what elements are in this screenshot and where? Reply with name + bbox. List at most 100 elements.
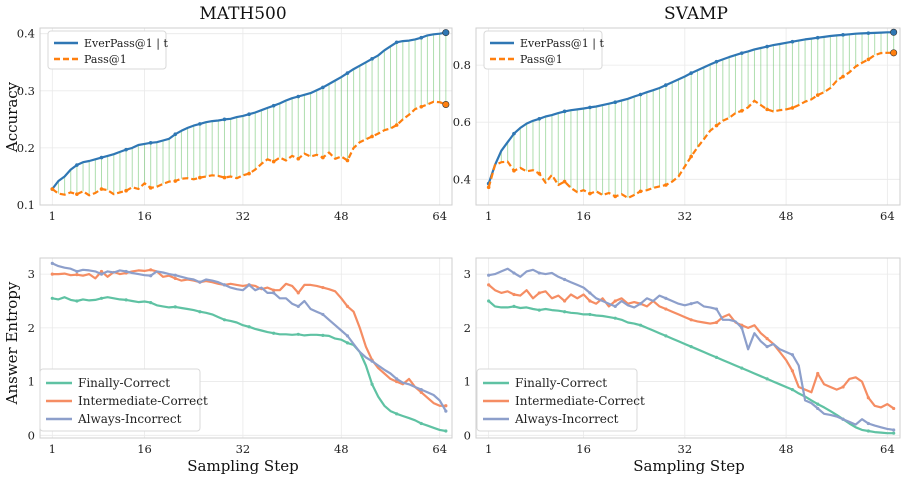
math_acc-x-tick-label: 48 [334, 209, 349, 223]
math_acc-data-point [394, 40, 399, 45]
svamp_ent-data-point [740, 326, 744, 330]
math_ent-y-tick-label: 2 [28, 321, 35, 335]
svamp_ent-data-point [664, 296, 668, 300]
math_acc-data-point [419, 104, 424, 109]
svamp_ent-data-point [613, 304, 617, 308]
math_acc-data-point [321, 85, 325, 90]
math500-entropy-legend: Finally-Correct Intermediate-Correct Alw… [39, 368, 208, 432]
svamp-title: SVAMP [664, 4, 728, 24]
math_ent-data-point [272, 291, 276, 295]
math_acc-data-point [75, 163, 79, 167]
legend-pass1-label: Pass@1 [520, 53, 563, 66]
math_ent-y-tick-label: 0 [28, 428, 35, 442]
math_acc-y-tick-label: 0.4 [17, 27, 35, 41]
svamp_ent-data-point [512, 271, 516, 275]
svamp_ent-data-point [790, 369, 795, 373]
svamp_acc-data-point [841, 74, 845, 79]
math_ent-data-point [370, 382, 374, 386]
svamp_ent-data-point [664, 307, 668, 311]
svamp_acc-data-point [790, 106, 795, 110]
svamp_ent-axes-frame [475, 257, 901, 439]
svamp_ent-data-point [537, 291, 541, 295]
math_ent-data-point [419, 390, 423, 394]
svamp_ent-data-point [487, 273, 491, 277]
math_acc-x-tick-label: 16 [137, 209, 152, 223]
legend-box [39, 368, 201, 432]
svamp_acc-data-point [562, 109, 567, 114]
legend-everpass-label: EverPass@1 | t [84, 37, 168, 51]
svamp_ent-data-point [613, 316, 617, 320]
svamp_ent-data-point [866, 421, 870, 426]
math_ent-x-tick-label: 32 [236, 442, 251, 456]
svamp_ent-data-point [866, 429, 870, 433]
svamp_ent-data-point [841, 417, 845, 421]
math_acc-data-point [124, 188, 128, 193]
svamp_acc-series-pass-1 [487, 51, 894, 199]
svamp_ent-x-tick-label: 32 [678, 442, 693, 456]
svamp_ent-data-point [714, 307, 719, 311]
svamp_ent-data-point [638, 323, 643, 327]
math_ent-data-point [345, 304, 350, 308]
math_ent-data-point [50, 261, 54, 265]
svamp_acc-data-point [512, 131, 516, 136]
svamp_ent-data-point [816, 371, 820, 376]
math500-entropy-panel: Answer Entropy Sampling Step 1 16 32 48 6401… [3, 257, 453, 475]
svamp_acc-data-point [664, 83, 668, 87]
math_acc-data-point [442, 101, 450, 109]
math_ent-data-point [75, 269, 79, 274]
math_ent-x-tick-label: 48 [334, 442, 349, 456]
math_ent-data-point [50, 296, 54, 300]
svamp_acc-data-point [714, 123, 719, 128]
legend-finally-correct-label: Finally-Correct [78, 376, 170, 390]
svamp_acc-data-point [815, 93, 820, 97]
math_acc-data-point [345, 158, 350, 163]
math_ent-data-point [345, 341, 350, 345]
svamp_acc-x-tick-label: 48 [779, 209, 794, 223]
math_ent-data-point [419, 421, 423, 426]
math_acc-data-point [247, 171, 251, 176]
math_acc-data-point [173, 179, 178, 183]
legend-intermediate-correct-label: Intermediate-Correct [78, 394, 208, 408]
svamp_acc-y-tick-label: 0.4 [453, 172, 471, 186]
legend-always-incorrect-label: Always-Incorrect [514, 412, 619, 426]
svamp_ent-data-point [588, 291, 592, 295]
math_ent-data-point [370, 359, 374, 363]
legend-box [476, 368, 638, 432]
math_acc-y-tick-label: 0.3 [17, 84, 35, 98]
math_ent-data-point [345, 334, 350, 338]
math_ent-data-point [272, 288, 276, 292]
svamp_acc-data-point [613, 100, 618, 105]
svamp_ent-data-point [562, 299, 567, 303]
math_ent-data-point [296, 332, 300, 336]
svamp_acc-data-point [689, 71, 693, 75]
svamp_ent-data-point [613, 299, 617, 303]
svamp_ent-y-tick-label: 1 [464, 375, 471, 389]
svamp_ent-data-point [714, 320, 719, 325]
svamp-accuracy-panel: SVAMP 1 16 32 48 64 0.4 0.6 0.8 EverPass@1 | t … [453, 4, 901, 223]
svamp_ent-data-point [892, 406, 896, 411]
svamp_ent-data-point [866, 396, 870, 400]
svamp-entropy-legend: Finally-Correct Intermediate-Correct Alw… [476, 368, 645, 432]
svamp_acc-data-point [841, 33, 845, 37]
math_acc-data-point [148, 186, 153, 190]
math_ent-data-point [149, 300, 153, 305]
svamp_ent-x-tick-label: 1 [485, 442, 492, 456]
math_ent-data-point [444, 404, 448, 408]
math_acc-x-tick-label: 64 [432, 209, 447, 223]
math_ent-data-point [395, 379, 399, 384]
math_ent-y-tick-label: 1 [28, 375, 35, 389]
svamp_acc-data-point [588, 191, 592, 196]
svamp_acc-data-point [562, 179, 567, 184]
svamp_acc-data-point [588, 105, 592, 110]
svamp_ent-y-tick-label: 3 [464, 267, 471, 281]
math_ent-data-point [173, 305, 177, 309]
math_acc-data-point [222, 117, 227, 122]
math_ent-data-point [222, 283, 227, 287]
math_ent-data-point [50, 272, 54, 276]
math_acc-data-point [124, 147, 128, 152]
math_acc-data-point [198, 175, 202, 180]
math_acc-y-tick-label: 0.1 [17, 198, 35, 212]
math_ent-data-point [444, 409, 448, 413]
math_acc-data-point [99, 187, 104, 191]
